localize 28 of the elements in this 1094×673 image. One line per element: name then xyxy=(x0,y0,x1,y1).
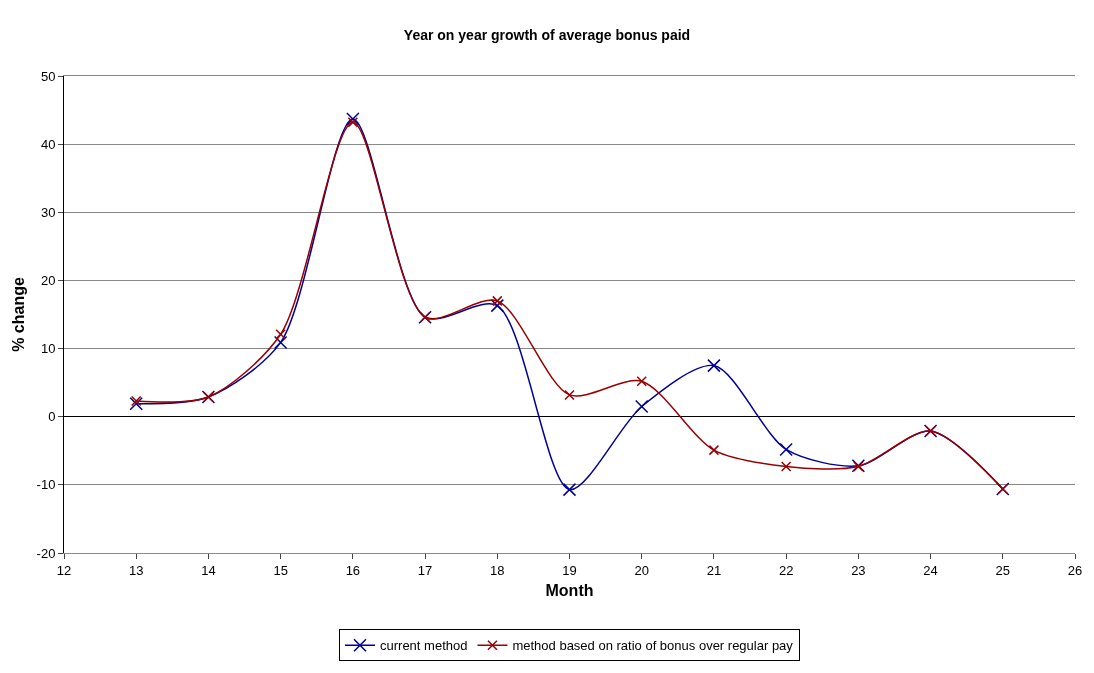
x-tick-label: 17 xyxy=(417,562,433,578)
x-tick-label: 16 xyxy=(345,562,361,578)
x-tick-label: 24 xyxy=(923,562,938,578)
x-tick-label: 18 xyxy=(490,562,505,578)
y-axis-title: % change xyxy=(9,277,27,352)
x-tick-label: 21 xyxy=(706,562,722,578)
x-tick-label: 13 xyxy=(128,562,144,578)
y-tick-label: 30 xyxy=(40,204,56,220)
y-tick-label: -20 xyxy=(36,545,56,561)
legend-label: method based on ratio of bonus over regular pay xyxy=(512,638,794,654)
y-tick-label: 50 xyxy=(40,68,56,84)
y-tick-label: -10 xyxy=(36,477,56,493)
y-tick-label: 10 xyxy=(40,341,56,357)
x-tick-label: 23 xyxy=(851,562,866,578)
x-tick-label: 25 xyxy=(995,562,1011,578)
x-tick-label: 19 xyxy=(562,562,577,578)
x-tick-label: 12 xyxy=(56,562,72,578)
legend-label: current method xyxy=(380,638,468,654)
x-tick-label: 22 xyxy=(778,562,794,578)
chart-title: Year on year growth of average bonus paid xyxy=(403,27,691,44)
y-tick-label: 20 xyxy=(40,272,56,288)
x-tick-label: 15 xyxy=(273,562,288,578)
y-tick-label: 0 xyxy=(48,409,56,425)
x-tick-label: 20 xyxy=(634,562,649,578)
y-tick-label: 40 xyxy=(40,136,56,152)
x-tick-label: 26 xyxy=(1067,562,1083,578)
x-tick-label: 14 xyxy=(201,562,216,578)
x-axis-title: Month xyxy=(545,582,594,600)
